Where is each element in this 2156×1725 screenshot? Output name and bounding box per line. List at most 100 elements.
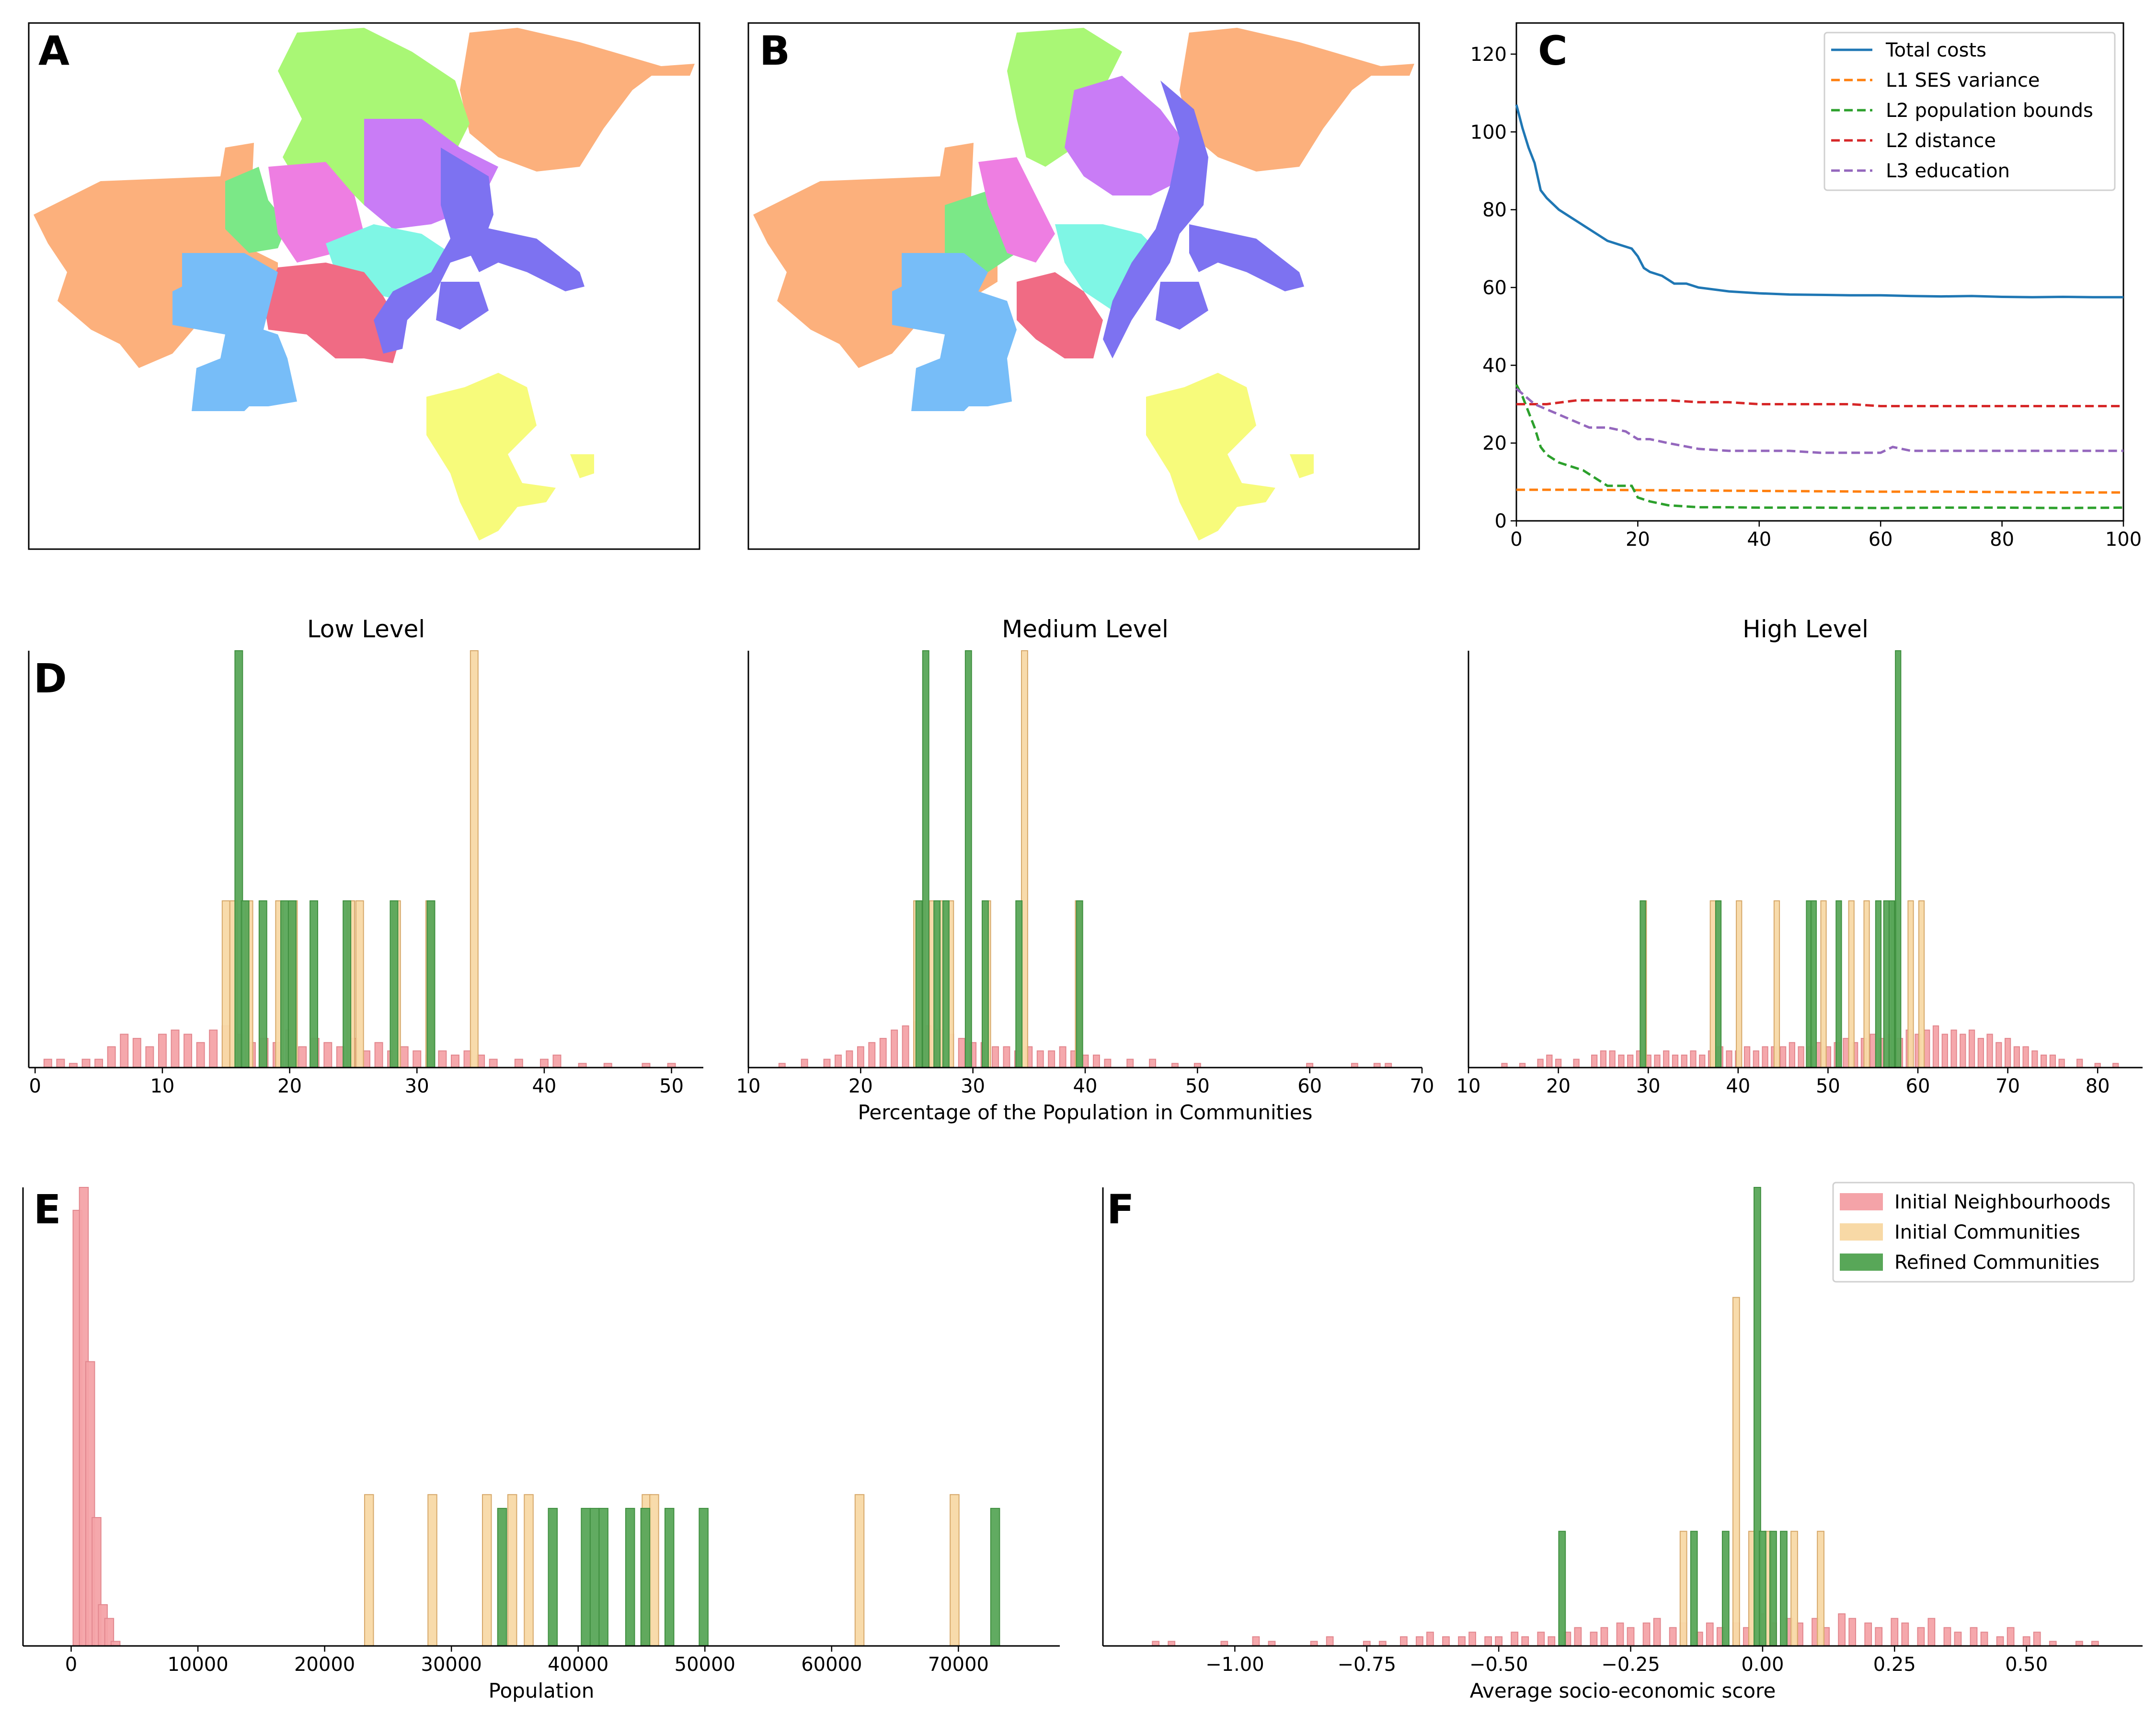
bar-initial-neighbourhoods: [1468, 1632, 1476, 1647]
bar-initial-neighbourhoods: [1950, 1029, 1957, 1068]
bar-initial-neighbourhoods: [2022, 1636, 2030, 1647]
bar-initial-neighbourhoods: [1663, 1050, 1670, 1068]
bar-refined-communities: [258, 900, 267, 1068]
bar-initial-neighbourhoods: [1669, 1627, 1677, 1646]
bar-refined-communities: [589, 1507, 600, 1646]
x-tick-label: 20000: [294, 1654, 355, 1676]
x-tick-label: 0: [65, 1654, 77, 1676]
chart-e: 0 10000 20000 30000 40000 50000 60000 70000 Popu…: [22, 1187, 1060, 1702]
bar-refined-communities: [343, 900, 352, 1068]
panel-label-e: E: [34, 1186, 61, 1233]
bar-refined-communities: [981, 900, 989, 1068]
bar-refined-communities: [310, 900, 319, 1068]
bar-initial-neighbourhoods: [857, 1046, 864, 1068]
bar-initial-communities: [507, 1494, 517, 1646]
legend-swatch: [1840, 1223, 1883, 1241]
bar-refined-communities: [426, 900, 436, 1068]
map-region-yellow: [426, 373, 556, 540]
bar-initial-communities: [524, 1494, 534, 1646]
bar-refined-communities: [1835, 900, 1842, 1068]
map-region-red: [264, 263, 402, 363]
legend-swatch: [1840, 1254, 1883, 1271]
bar-initial-neighbourhoods: [958, 1038, 965, 1069]
x-tick-label: 60: [1906, 1075, 1930, 1097]
bar-initial-neighbourhoods: [1864, 1622, 1872, 1646]
bar-initial-neighbourhoods: [1048, 1050, 1055, 1068]
panel-label-f: F: [1107, 1186, 1134, 1233]
chart-d3: 10 20 30 40 50 60 70 80 High Level: [1456, 615, 2143, 1097]
x-tick-label: 20: [1626, 529, 1650, 551]
bar-initial-neighbourhoods: [450, 1054, 459, 1068]
bar-initial-neighbourhoods: [1399, 1636, 1408, 1647]
bar-initial-neighbourhoods: [1968, 1029, 1975, 1068]
bar-initial-communities: [1817, 1530, 1824, 1646]
bar-initial-neighbourhoods: [209, 1029, 218, 1068]
legend-label: L2 population bounds: [1886, 100, 2093, 122]
bar-initial-neighbourhoods: [835, 1054, 842, 1068]
x-tick-label: −0.75: [1337, 1654, 1396, 1676]
bar-initial-communities: [1820, 900, 1827, 1068]
map-region-lightgreen: [225, 167, 287, 253]
y-tick-label: 40: [1482, 355, 1507, 377]
chart-f-legend: [1832, 1182, 2135, 1283]
bar-initial-neighbourhoods: [1546, 1054, 1553, 1068]
series-line-total-costs: [1515, 104, 2123, 299]
x-axis-label: Percentage of the Population in Communit…: [858, 1101, 1313, 1124]
x-tick-label: 20: [277, 1075, 302, 1097]
bar-initial-neighbourhoods: [1252, 1636, 1260, 1647]
x-tick-label: 40: [1747, 529, 1771, 551]
bar-initial-neighbourhoods: [120, 1034, 129, 1068]
panel-label-c: C: [1538, 27, 1568, 74]
series-line-l2-distance: [1516, 399, 2123, 407]
bar-initial-neighbourhoods: [107, 1046, 116, 1068]
bar-initial-neighbourhoods: [2007, 1627, 2015, 1646]
bar-initial-neighbourhoods: [1126, 1058, 1134, 1069]
x-axis-label: Population: [489, 1679, 595, 1702]
map-region-blue: [172, 253, 297, 411]
x-tick-label: 50000: [675, 1654, 735, 1676]
x-tick-label: 10: [1456, 1075, 1481, 1097]
bar-initial-communities: [482, 1494, 492, 1646]
bar-initial-neighbourhoods: [196, 1042, 205, 1069]
x-tick-label: 30: [961, 1075, 985, 1097]
x-tick-label: −0.50: [1469, 1654, 1528, 1676]
bar-initial-neighbourhoods: [2031, 1050, 2038, 1068]
chart-d2: 10 20 30 40 50 60 70 Medium Level Percentage of …: [736, 615, 1434, 1124]
map-region-indigo: [1189, 224, 1304, 291]
y-tick-label: 0: [1495, 510, 1507, 532]
bar-initial-neighbourhoods: [514, 1058, 523, 1069]
bar-initial-neighbourhoods: [1326, 1636, 1334, 1647]
bar-initial-neighbourhoods: [1954, 1632, 1962, 1647]
bar-initial-neighbourhoods: [1458, 1636, 1466, 1647]
x-tick-label: 30: [405, 1075, 429, 1097]
bar-initial-neighbourhoods: [1654, 1054, 1661, 1068]
bar-initial-communities: [854, 1494, 865, 1646]
bar-initial-neighbourhoods: [1627, 1627, 1635, 1646]
bar-initial-neighbourhoods: [2049, 1054, 2056, 1068]
bar-refined-communities: [1883, 900, 1890, 1068]
bar-initial-neighbourhoods: [56, 1058, 65, 1069]
x-tick-label: 100: [2105, 529, 2142, 551]
bar-refined-communities: [1875, 900, 1882, 1068]
bar-initial-communities: [1848, 900, 1855, 1068]
x-tick-label: 40000: [548, 1654, 608, 1676]
bar-initial-neighbourhoods: [1618, 1054, 1625, 1068]
x-tick-label: 20: [1546, 1075, 1571, 1097]
bar-initial-neighbourhoods: [846, 1050, 853, 1068]
bar-refined-communities: [699, 1507, 709, 1646]
bar-initial-neighbourhoods: [1616, 1622, 1624, 1646]
bar-initial-neighbourhoods: [1843, 1038, 1849, 1069]
bar-refined-communities: [1780, 1530, 1788, 1646]
bar-initial-neighbourhoods: [1036, 1050, 1044, 1068]
series-line-l2-population-bounds: [1515, 384, 2124, 509]
bar-refined-communities: [287, 900, 297, 1068]
map-region-pink: [978, 157, 1055, 263]
x-tick-label: 20: [849, 1075, 873, 1097]
x-tick-label: 50: [1816, 1075, 1840, 1097]
bar-initial-communities: [1773, 900, 1780, 1068]
bar-initial-neighbourhoods: [1642, 1622, 1651, 1646]
y-tick-label: 100: [1470, 121, 1507, 143]
bar-initial-neighbourhoods: [1753, 1050, 1759, 1068]
bar-initial-neighbourhoods: [1927, 1618, 1936, 1647]
